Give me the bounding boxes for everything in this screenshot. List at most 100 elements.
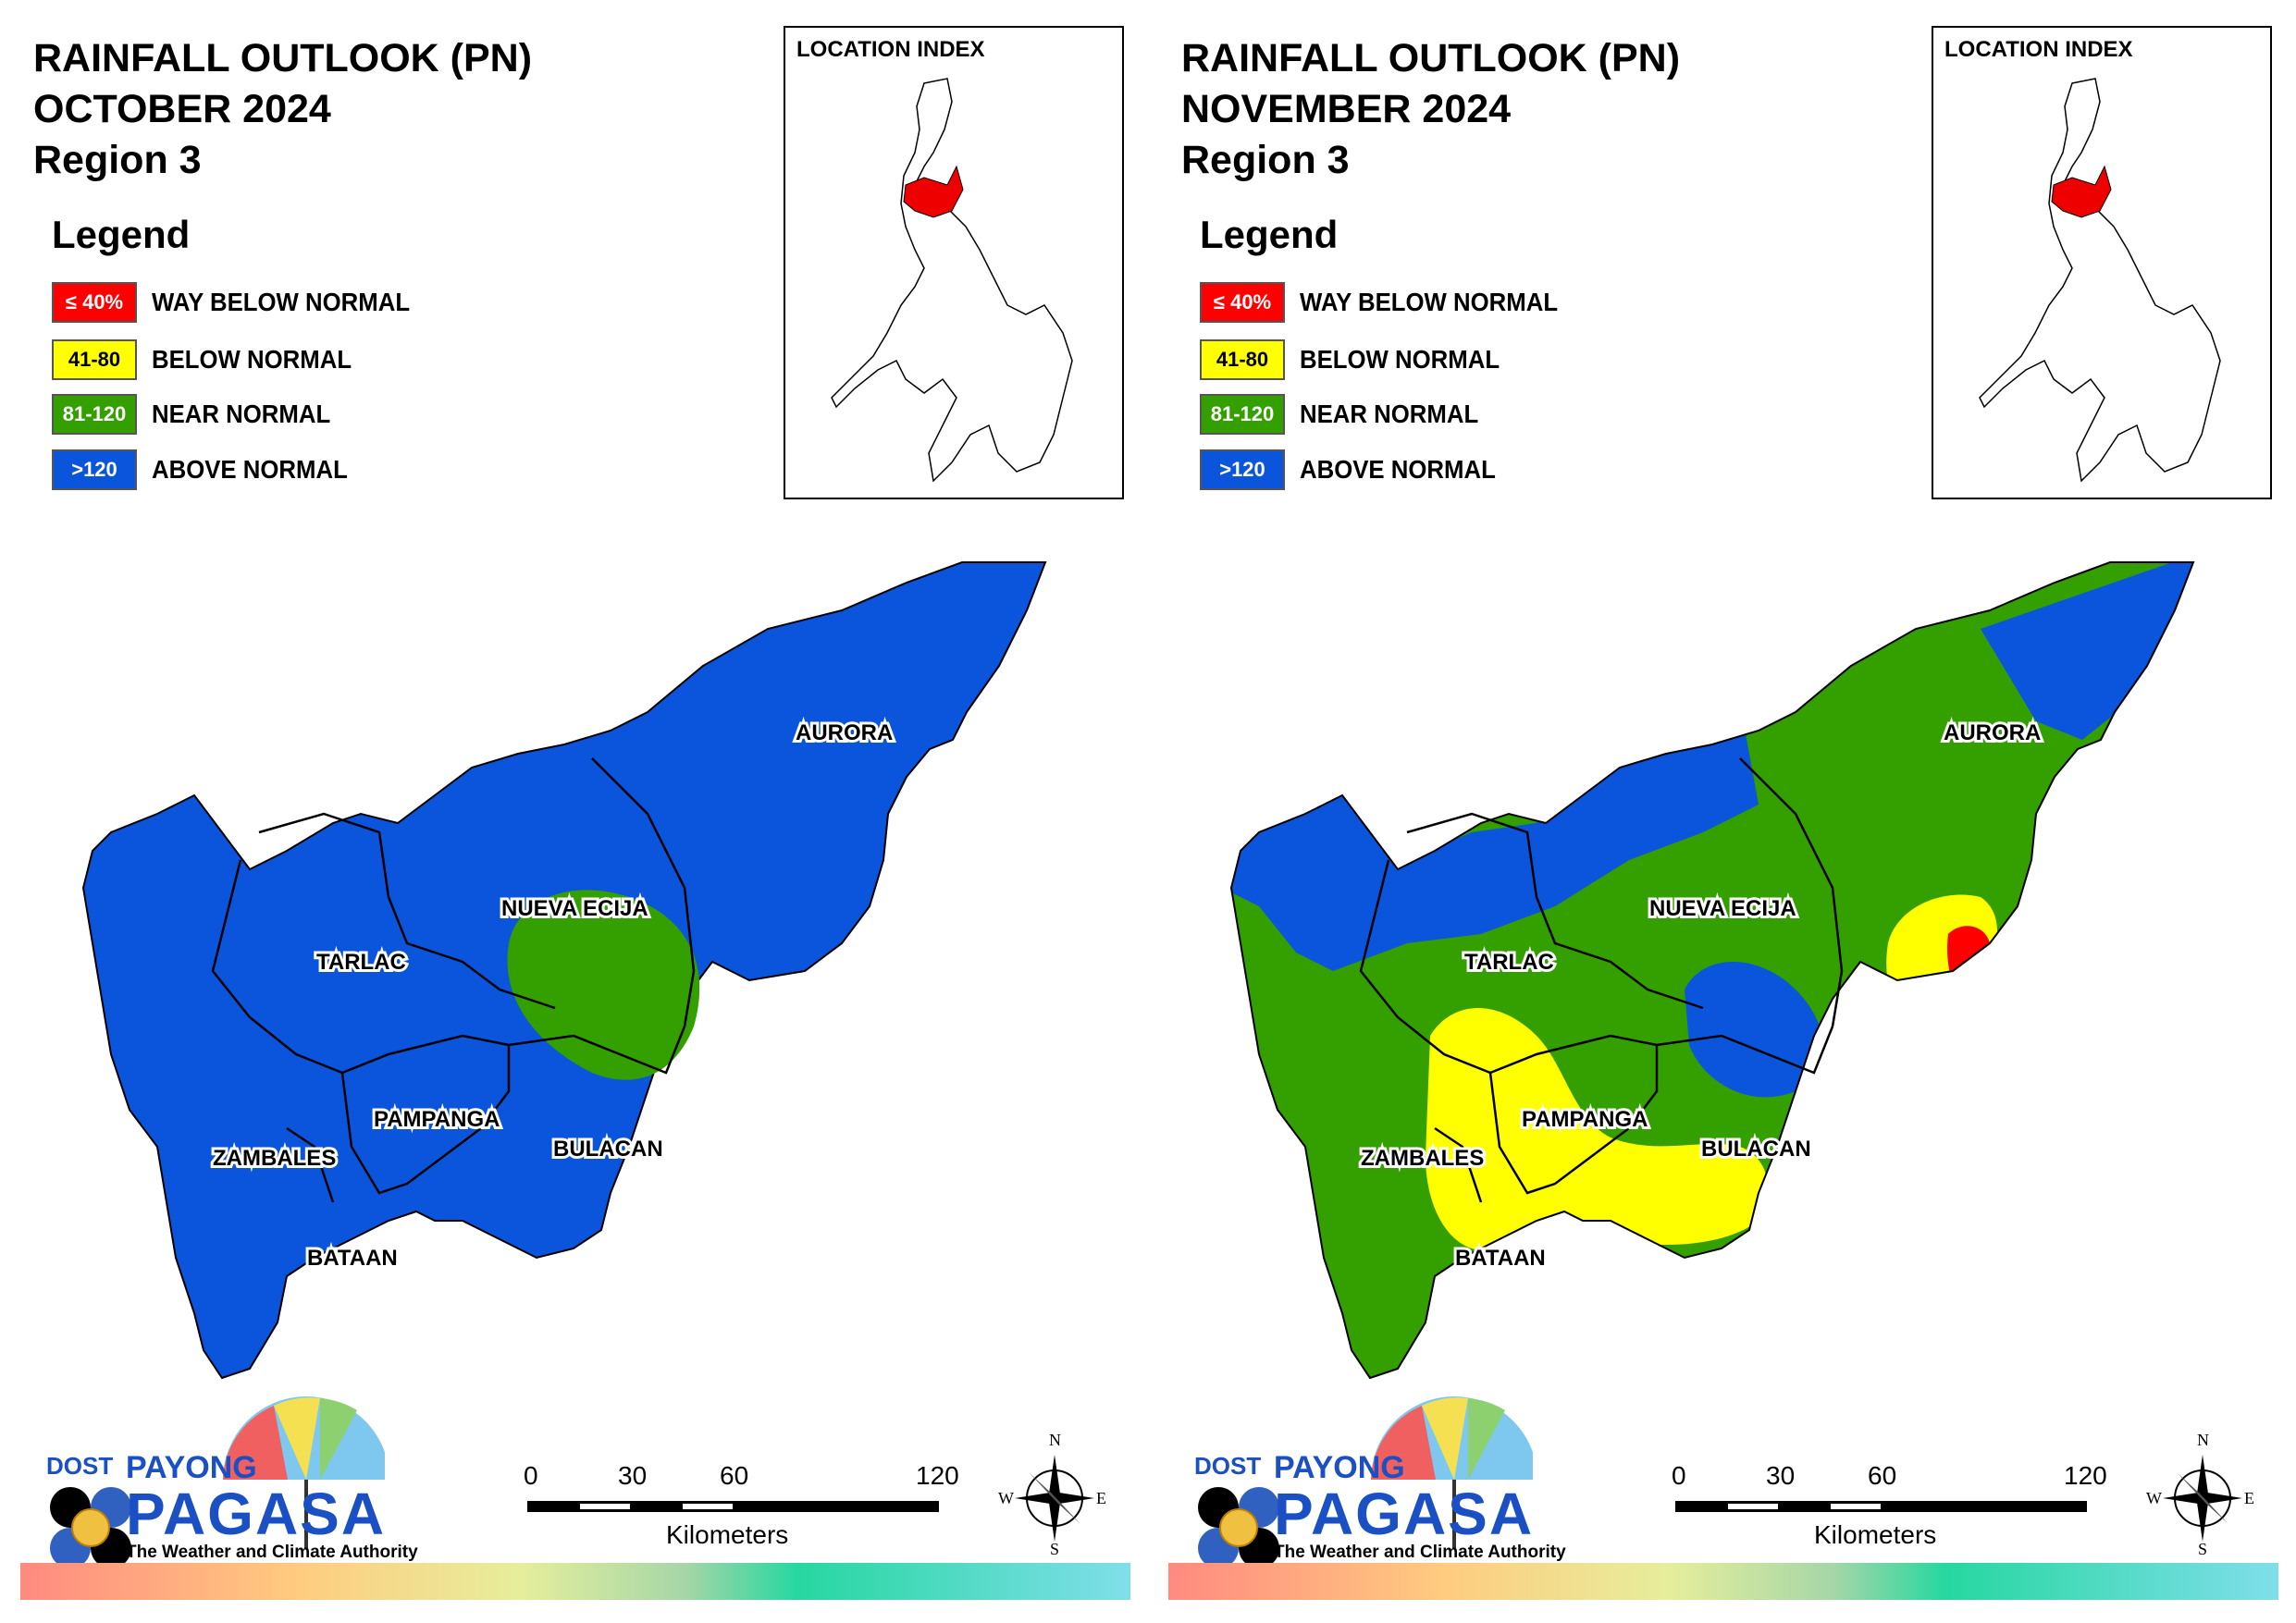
- region-outline: [1229, 561, 2195, 1380]
- location-index-title: LOCATION INDEX: [796, 37, 985, 62]
- label-bulacan: BULACAN: [1701, 1137, 1811, 1162]
- pagasa-label: PAGASA: [126, 1481, 387, 1547]
- compass-rose-icon: N S E W: [2146, 1431, 2254, 1558]
- scale-tick: 120: [2064, 1461, 2107, 1490]
- philippines-locator-map: [831, 78, 1073, 483]
- zone-above-normal-aurora: [1981, 562, 2193, 740]
- province-boundaries: [1359, 757, 1844, 1203]
- legend-title: Legend: [52, 213, 191, 256]
- location-index: LOCATION INDEX: [1932, 26, 2272, 499]
- compass-w: W: [998, 1489, 1014, 1507]
- dost-label: DOST: [1194, 1452, 1262, 1480]
- legend-label: ABOVE NORMAL: [152, 455, 348, 484]
- map-title: RAINFALL OUTLOOK (PN) NOVEMBER 2024 Regi…: [1181, 33, 1680, 186]
- compass-icon: [1015, 1455, 1094, 1542]
- compass-rose-icon: N S E W: [998, 1431, 1106, 1558]
- legend-title: Legend: [1200, 213, 1339, 256]
- zone-below-normal-south: [1426, 1008, 1769, 1251]
- scale-tick: 120: [916, 1461, 959, 1490]
- legend-swatch: 81-120: [1200, 394, 1285, 435]
- region-3-highlight: [2051, 165, 2112, 218]
- compass-s: S: [1050, 1540, 1060, 1558]
- title-line-3: Region 3: [1181, 138, 1350, 182]
- scale-tick: 30: [618, 1461, 648, 1490]
- label-pampanga: PAMPANGA: [374, 1107, 500, 1132]
- scale-bar: 0 30 60 120 Kilometers: [518, 1461, 999, 1554]
- rainfall-zones: [1231, 562, 2193, 1378]
- legend-label: WAY BELOW NORMAL: [152, 288, 411, 316]
- label-bataan: BATAAN: [1455, 1246, 1546, 1271]
- title-line-2: NOVEMBER 2024: [1181, 87, 1512, 131]
- region-3-rainfall-map: AURORA NUEVA ECIJA TARLAC PAMPANGA ZAMBA…: [81, 561, 1047, 1380]
- payong-pagasa-logo: DOST PAYONG PAGASA The Weather and Clima…: [33, 1387, 418, 1572]
- dost-label: DOST: [46, 1452, 114, 1480]
- compass-n: N: [2197, 1431, 2209, 1449]
- label-bataan: BATAAN: [307, 1246, 398, 1271]
- compass-icon: [2163, 1455, 2242, 1542]
- legend-swatch: 41-80: [1200, 339, 1285, 380]
- umbrella-icon: [1198, 1396, 1537, 1568]
- compass-w: W: [2146, 1489, 2162, 1507]
- scale-unit: Kilometers: [666, 1520, 789, 1549]
- province-boundaries: [211, 757, 696, 1203]
- compass-e: E: [1096, 1489, 1106, 1507]
- philippines-outline: [831, 78, 1073, 483]
- legend-label: WAY BELOW NORMAL: [1300, 288, 1559, 316]
- title-line-1: RAINFALL OUTLOOK (PN): [1181, 36, 1681, 80]
- philippines-locator-map: [1979, 78, 2221, 483]
- legend-label: NEAR NORMAL: [1300, 400, 1479, 428]
- label-tarlac: TARLAC: [316, 950, 406, 975]
- scale-unit: Kilometers: [1814, 1520, 1937, 1549]
- outlook-panel-november: RAINFALL OUTLOOK (PN) NOVEMBER 2024 Regi…: [1148, 0, 2296, 1623]
- label-bulacan: BULACAN: [553, 1137, 663, 1162]
- map-title: RAINFALL OUTLOOK (PN) OCTOBER 2024 Regio…: [33, 33, 532, 186]
- tagline: The Weather and Climate Authority: [1274, 1543, 1566, 1562]
- color-footer-bar: [1168, 1563, 2278, 1600]
- location-index: LOCATION INDEX: [784, 26, 1124, 499]
- scale-tick: 0: [1672, 1461, 1686, 1490]
- scale-bar-graphic: [1675, 1501, 2087, 1512]
- label-pampanga: PAMPANGA: [1522, 1107, 1648, 1132]
- payong-label: PAYONG: [126, 1450, 257, 1485]
- province-labels: AURORA NUEVA ECIJA TARLAC PAMPANGA ZAMBA…: [210, 718, 895, 1273]
- label-nueva-ecija: NUEVA ECIJA: [1649, 896, 1796, 921]
- legend-swatch: >120: [1200, 449, 1285, 490]
- legend-swatch: ≤ 40%: [52, 282, 137, 323]
- color-footer-bar: [20, 1563, 1130, 1600]
- label-nueva-ecija: NUEVA ECIJA: [501, 896, 648, 921]
- payong-pagasa-logo: DOST PAYONG PAGASA The Weather and Clima…: [1181, 1387, 1566, 1572]
- scale-bar-graphic: [527, 1501, 939, 1512]
- zone-above-normal-north: [1231, 703, 1759, 971]
- legend-label: NEAR NORMAL: [152, 400, 331, 428]
- legend-swatch: 41-80: [52, 339, 137, 380]
- location-index-title: LOCATION INDEX: [1944, 37, 2133, 62]
- outlook-panel-october: RAINFALL OUTLOOK (PN) OCTOBER 2024 Regio…: [20, 26, 1130, 1600]
- label-aurora: AURORA: [796, 720, 893, 745]
- scale-tick: 30: [1766, 1461, 1796, 1490]
- compass-e: E: [2244, 1489, 2254, 1507]
- label-aurora: AURORA: [1944, 720, 2041, 745]
- label-tarlac: TARLAC: [1464, 950, 1554, 975]
- compass-s: S: [2198, 1540, 2208, 1558]
- region-3-highlight: [903, 165, 964, 218]
- title-line-1: RAINFALL OUTLOOK (PN): [33, 36, 533, 80]
- legend-swatch: >120: [52, 449, 137, 490]
- scale-tick: 60: [1868, 1461, 1897, 1490]
- province-labels: AURORA NUEVA ECIJA TARLAC PAMPANGA ZAMBA…: [1358, 718, 2043, 1273]
- scale-tick: 60: [720, 1461, 749, 1490]
- scale-bar: 0 30 60 120 Kilometers: [1666, 1461, 2147, 1554]
- title-line-3: Region 3: [33, 138, 202, 182]
- label-zambales: ZAMBALES: [213, 1146, 336, 1171]
- region-3-rainfall-map: AURORA NUEVA ECIJA TARLAC PAMPANGA ZAMBA…: [1229, 561, 2195, 1380]
- legend-label: BELOW NORMAL: [1300, 345, 1500, 374]
- legend-label: BELOW NORMAL: [152, 345, 352, 374]
- legend-label: ABOVE NORMAL: [1300, 455, 1496, 484]
- pagasa-label: PAGASA: [1274, 1481, 1535, 1547]
- legend-swatch: ≤ 40%: [1200, 282, 1285, 323]
- scale-tick: 0: [524, 1461, 538, 1490]
- zone-way-below-normal: [1947, 926, 1991, 1008]
- umbrella-icon: [50, 1396, 389, 1568]
- label-zambales: ZAMBALES: [1361, 1146, 1484, 1171]
- payong-label: PAYONG: [1274, 1450, 1405, 1485]
- legend-swatch: 81-120: [52, 394, 137, 435]
